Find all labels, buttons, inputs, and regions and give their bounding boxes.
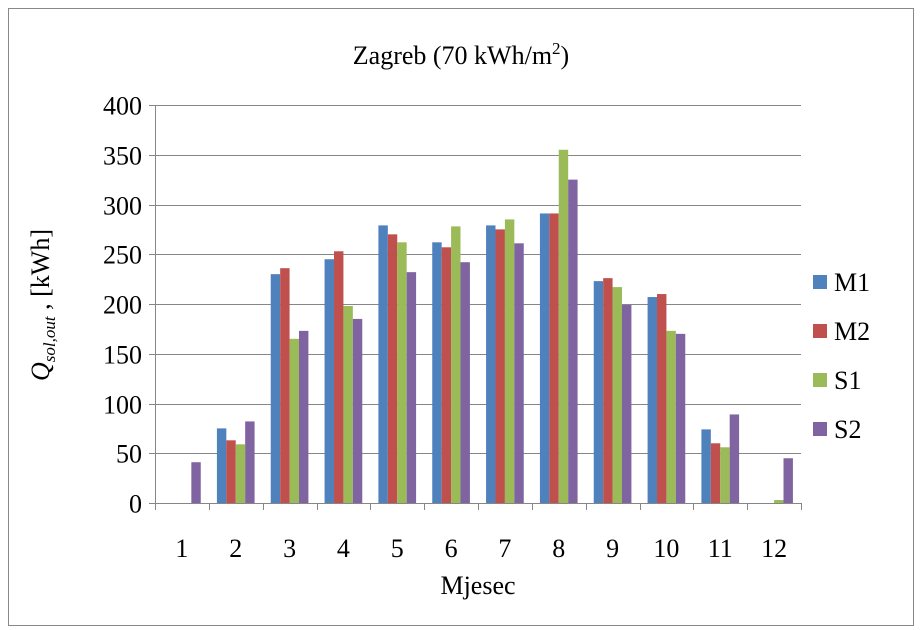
bar-s1-4	[343, 305, 353, 503]
bar-m1-5	[378, 225, 388, 503]
x-tick-label: 3	[283, 534, 296, 563]
legend-label-m1: M1	[834, 268, 870, 297]
bar-s1-9	[612, 287, 622, 503]
x-tick-label: 11	[708, 534, 733, 563]
bar-m1-10	[647, 297, 657, 503]
x-tick-label: 4	[337, 534, 350, 563]
bar-s2-10	[675, 333, 686, 503]
bar-m2-2	[226, 440, 236, 503]
bar-s2-8	[568, 179, 578, 504]
bar-m1-4	[324, 259, 334, 503]
bar-m1-8	[539, 213, 550, 503]
y-tick-label: 200	[103, 291, 142, 320]
bar-m2-7	[495, 229, 505, 504]
legend-swatch-s2	[813, 422, 827, 436]
bar-s2-2	[245, 421, 255, 503]
bar-s2-5	[406, 272, 417, 503]
bar-m2-10	[657, 294, 667, 503]
y-tick-label: 100	[103, 391, 142, 420]
x-tick-label: 1	[175, 534, 188, 563]
bar-s1-2	[235, 444, 246, 503]
bar-m2-4	[334, 251, 344, 503]
bar-s1-11	[720, 447, 730, 503]
legend-swatch-m2	[813, 324, 827, 338]
chart-title-main: Zagreb (70 kWh/m	[353, 41, 552, 70]
legend-swatch-m1	[813, 275, 827, 289]
y-tick-label: 150	[103, 341, 142, 370]
bar-m2-8	[549, 213, 559, 503]
bars	[191, 149, 793, 504]
chart-title: Zagreb (70 kWh/m2)	[353, 39, 569, 70]
bar-s1-5	[397, 242, 407, 503]
legend: M1 M2 S1 S2	[813, 268, 870, 444]
bar-m2-3	[280, 268, 290, 503]
bar-m2-6	[441, 247, 452, 503]
bar-s1-12	[774, 500, 784, 503]
y-tick-label: 300	[103, 192, 142, 221]
bar-s2-11	[729, 414, 740, 503]
bar-s2-12	[783, 458, 793, 503]
chart-title-superscript: 2	[552, 39, 561, 58]
y-axis-label-symbol: Q	[26, 362, 55, 381]
x-tick-label: 12	[761, 534, 787, 563]
bar-m1-6	[432, 242, 442, 503]
bar-m2-5	[387, 234, 398, 503]
x-tick-label: 6	[445, 534, 458, 563]
y-tick-label: 50	[116, 440, 142, 469]
x-axis-ticks: 1 2 3 4 5 6 7 8 9 10 11 12	[155, 503, 802, 563]
legend-label-s1: S1	[834, 366, 861, 395]
bar-s1-8	[558, 149, 569, 503]
x-tick-label: 2	[229, 534, 242, 563]
bar-m1-11	[701, 429, 711, 503]
bar-s1-7	[504, 219, 515, 503]
bar-m1-3	[270, 274, 281, 503]
bar-s2-7	[514, 243, 524, 503]
y-axis-label: Qsol,out , [kWh]	[26, 229, 59, 381]
bar-m1-2	[216, 428, 227, 504]
x-tick-label: 7	[498, 534, 511, 563]
gridlines	[155, 105, 801, 454]
x-tick-label: 10	[653, 534, 679, 563]
bar-s2-6	[460, 262, 470, 503]
bar-s1-6	[451, 226, 461, 503]
y-axis-label-unit: , [kWh]	[26, 229, 55, 316]
bar-s2-1	[191, 462, 201, 503]
y-axis-ticks: 0 50 100 150 200 250 300 350 400	[103, 92, 155, 519]
bar-m2-9	[603, 278, 613, 503]
bar-s1-3	[289, 338, 299, 503]
legend-label-s2: S2	[834, 415, 861, 444]
y-tick-label: 400	[103, 92, 142, 121]
chart-title-suffix: )	[561, 41, 570, 70]
legend-swatch-s1	[813, 373, 827, 387]
bar-m1-7	[486, 225, 496, 503]
bar-s2-3	[299, 330, 309, 503]
x-tick-label: 9	[606, 534, 619, 563]
y-tick-label: 250	[103, 241, 142, 270]
x-axis-label: Mjesec	[440, 571, 515, 600]
bar-s2-9	[622, 305, 632, 503]
bar-m1-9	[593, 281, 604, 503]
legend-label-m2: M2	[834, 317, 870, 346]
x-tick-label: 8	[552, 534, 565, 563]
bar-s1-10	[666, 330, 676, 503]
y-tick-label: 350	[103, 142, 142, 171]
x-tick-label: 5	[391, 534, 404, 563]
bar-s2-4	[352, 318, 363, 503]
y-tick-label: 0	[129, 490, 142, 519]
bar-m2-11	[710, 443, 721, 503]
y-axis-label-subscript: sol,out	[40, 315, 59, 362]
